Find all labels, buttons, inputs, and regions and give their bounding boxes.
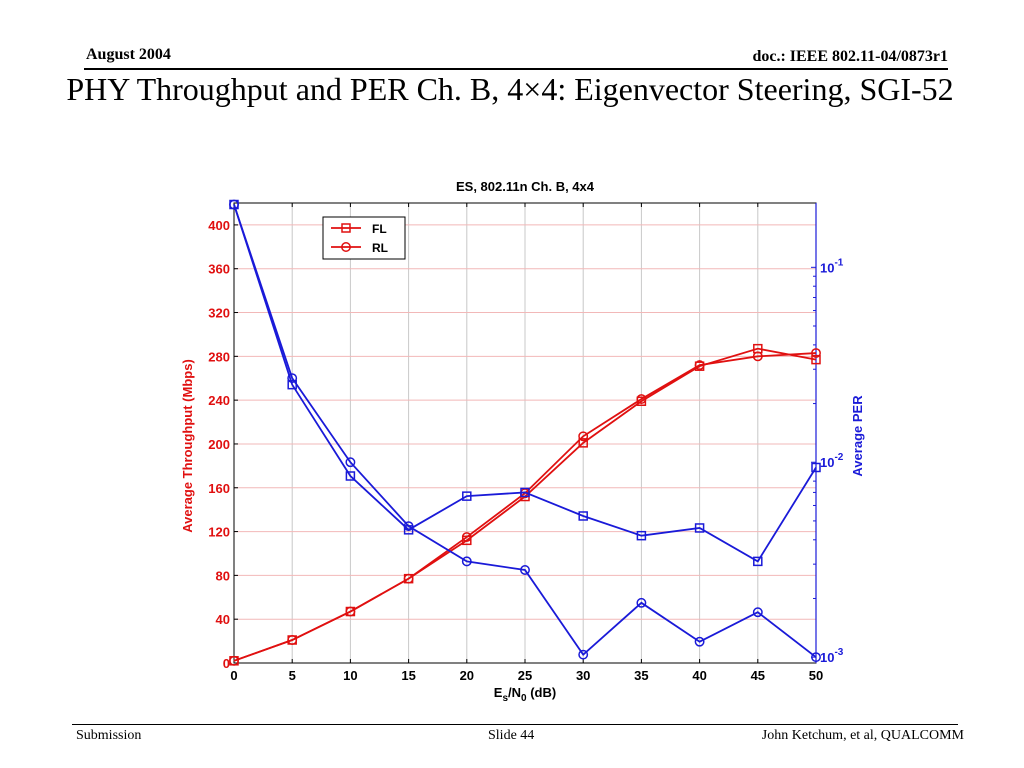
data-point-circle [636,597,647,608]
data-point-circle [636,394,647,404]
data-point-circle [461,556,472,567]
x-tick-label: 30 [576,668,590,683]
slide-title: PHY Throughput and PER Ch. B, 4×4: Eigen… [66,71,954,107]
chart-series [229,199,821,666]
data-point-circle [811,348,821,358]
legend-box [322,216,406,260]
y-left-tick-label: 160 [208,481,230,496]
legend-item-fl: FL [331,222,387,236]
y-right-tick-label: 10-1 [820,257,844,275]
data-point-circle [578,431,589,442]
x-axis-label-mid: /N [508,685,521,700]
data-point-square [345,471,356,481]
x-axis-label-unit: (dB) [527,685,557,700]
x-tick-label: 5 [289,668,296,683]
data-point-circle [520,565,530,575]
series-3 [229,199,821,663]
data-point-circle [811,652,821,663]
x-axis-label-sub1: s [502,693,508,704]
y-left-tick-label: 0 [223,656,230,671]
data-point-square [578,438,588,448]
y-left-tick-label: 360 [208,262,230,277]
legend-label-rl: RL [372,241,388,255]
x-axis-label: Es/N0 (dB) [494,685,556,704]
series-2 [229,199,821,567]
data-point-circle [578,649,589,660]
data-point-square [462,491,472,501]
chart-ticks: 0 5 10 15 20 25 30 35 40 45 50 0 40 80 120 160 200 240 280… [208,203,844,683]
data-point-square [578,511,588,521]
data-point-circle [752,351,763,362]
y-left-tick-label: 120 [208,525,230,540]
legend-item-rl: RL [331,241,388,255]
data-point-square [694,523,705,533]
series-line [233,204,817,563]
y-axis-right-label: Average PER [850,395,865,477]
footer-rule [72,724,958,725]
x-tick-label: 35 [634,668,648,683]
x-axis-label-sub2: 0 [521,693,527,704]
data-point-circle [403,573,414,584]
data-point-circle [461,532,472,542]
data-point-square [811,462,821,473]
y-left-tick-label: 280 [208,349,230,364]
data-point-circle [694,360,705,371]
data-point-circle [752,607,763,618]
x-axis-label-main: E [494,685,503,700]
x-tick-label: 25 [518,668,532,683]
legend-label-fl: FL [372,222,387,236]
header-date: August 2004 [86,46,171,63]
data-point-circle [345,457,356,468]
x-tick-label: 50 [809,668,823,683]
x-tick-label: 20 [460,668,474,683]
data-point-circle [229,199,239,210]
chart-grid [234,203,816,663]
header-doc-id: doc.: IEEE 802.11-04/0873r1 [752,48,948,65]
x-tick-label: 10 [343,668,357,683]
footer-author: John Ketchum, et al, QUALCOMM [761,728,964,743]
series-line [233,204,817,658]
legend: FL RL [322,216,406,260]
x-tick-label: 0 [230,668,237,683]
footer-slide-number: Slide 44 [488,728,535,743]
y-right-tick-label: 10-3 [820,647,844,665]
data-point-square [753,556,763,567]
y-left-tick-label: 240 [208,393,230,408]
data-point-circle [345,606,356,617]
y-left-tick-label: 80 [216,568,230,583]
y-left-tick-label: 40 [216,612,230,627]
y-axis-left-label: Average Throughput (Mbps) [180,359,195,533]
x-tick-label: 40 [692,668,706,683]
header-rule [84,68,948,70]
data-point-square [636,530,647,541]
y-right-tick-label: 10-2 [820,452,844,470]
y-left-tick-label: 400 [208,218,230,233]
y-left-tick-label: 320 [208,306,230,321]
data-point-square [811,354,821,365]
data-point-square [520,487,530,498]
data-point-circle [694,636,705,647]
x-tick-label: 45 [751,668,765,683]
data-point-circle [229,655,239,666]
chart-title: ES, 802.11n Ch. B, 4x4 [456,179,595,194]
data-point-circle [287,373,298,384]
x-tick-label: 15 [401,668,415,683]
footer-left: Submission [76,728,142,743]
data-point-circle [287,635,298,645]
y-left-tick-label: 200 [208,437,230,452]
data-point-circle [403,521,414,532]
